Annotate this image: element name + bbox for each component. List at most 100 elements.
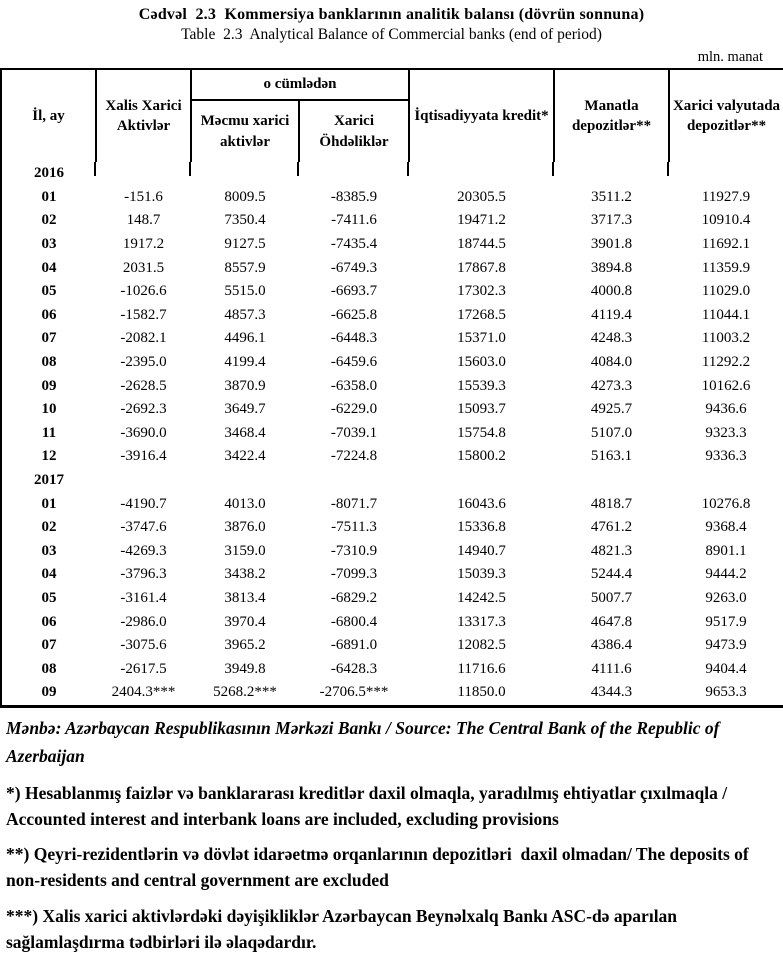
month-label: 06 (41, 613, 57, 630)
data-row: 12 -3916.4 3422.4 -7224.8 15800.2 5163.1 9336.… (1, 445, 783, 469)
value-cell: 17268.5 (457, 306, 506, 323)
value-cell: 16043.6 (457, 495, 506, 512)
value-cell: 20305.5 (457, 188, 506, 205)
month-label: 08 (41, 354, 57, 371)
value-cell (554, 469, 669, 493)
data-row: 01 -4190.7 4013.0 -8071.7 16043.6 4818.7 10276… (1, 492, 783, 516)
value-cell: 4199.4 (224, 354, 266, 371)
value-cell: 4248.3 (590, 330, 633, 347)
month-label: 08 (41, 660, 57, 677)
data-row: 06 -2986.0 3970.4 -6800.4 13317.3 4647.8 9517.… (1, 610, 783, 634)
value-cell: -2617.5 (120, 660, 167, 677)
month-label: 12 (41, 448, 57, 465)
value-cell: 5244.4 (590, 566, 633, 583)
value-cell: 9517.9 (705, 613, 747, 630)
year-row: 2016 (1, 162, 783, 186)
value-cell (299, 469, 409, 493)
value-cell: 1917.2 (122, 236, 165, 253)
month-label: 05 (41, 283, 57, 300)
value-cell (669, 162, 783, 186)
value-cell: 3876.0 (224, 519, 266, 536)
value-cell: 4818.7 (590, 495, 633, 512)
value-cell: 9336.3 (705, 448, 747, 465)
value-cell: 3649.7 (224, 401, 266, 418)
value-cell: 11292.2 (701, 354, 751, 371)
value-cell: -2692.3 (120, 401, 167, 418)
value-cell: 4000.8 (590, 283, 633, 300)
month-label: 07 (41, 330, 57, 347)
unit-label: mln. manat (697, 49, 763, 65)
value-cell: 19471.2 (457, 212, 506, 229)
value-cell: 9473.9 (705, 637, 747, 654)
value-cell: 12082.5 (457, 637, 506, 654)
col-group-including: o cümlədən (189, 69, 411, 101)
data-row: 05 -1026.6 5515.0 -6693.7 17302.3 4000.8 11029… (1, 280, 783, 304)
value-cell: 9436.6 (705, 401, 747, 418)
value-cell: -2628.5 (120, 377, 167, 394)
month-label: 02 (41, 212, 57, 229)
data-row: 09 2404.3*** 5268.2*** -2706.5*** 11850.0 434… (1, 681, 783, 706)
value-cell: 148.7 (126, 212, 161, 229)
value-cell: -6358.0 (330, 377, 378, 394)
value-cell: -8071.7 (330, 495, 378, 512)
data-row: 04 -3796.3 3438.2 -7099.3 15039.3 5244.4 9444.… (1, 563, 783, 587)
value-cell: 2031.5 (122, 259, 165, 276)
col-header-manat-deposits: Manatla depozitlər** (553, 69, 671, 162)
data-row: 06 -1582.7 4857.3 -6625.8 17268.5 4119.4 11044… (1, 304, 783, 328)
month-label: 06 (41, 306, 57, 323)
data-row: 04 2031.5 8557.9 -6749.3 17867.8 3894.8 11359.… (1, 256, 783, 280)
value-cell: 13317.3 (457, 613, 506, 630)
value-cell: 15800.2 (457, 448, 506, 465)
value-cell: 4119.4 (591, 306, 632, 323)
month-label: 10 (41, 401, 57, 418)
data-row: 09 -2628.5 3870.9 -6358.0 15539.3 4273.3 10162… (1, 374, 783, 398)
value-cell: 11850.0 (457, 684, 506, 701)
value-cell: 5007.7 (590, 589, 633, 606)
value-cell: 3717.3 (590, 212, 633, 229)
value-cell: -151.6 (124, 188, 163, 205)
value-cell: 9444.2 (705, 566, 747, 583)
value-cell: -6428.3 (330, 660, 378, 677)
value-cell (191, 162, 299, 186)
value-cell: 17302.3 (457, 283, 506, 300)
value-cell: 3511.2 (591, 188, 632, 205)
data-row: 07 -3075.6 3965.2 -6891.0 12082.5 4386.4 9473.… (1, 634, 783, 658)
month-label: 05 (41, 589, 57, 606)
value-cell: 8009.5 (224, 188, 266, 205)
value-cell: 17867.8 (457, 259, 506, 276)
footnote-2: **) Qeyri-rezidentlərin və dövlət idarəe… (6, 844, 754, 891)
value-cell: -6625.8 (330, 306, 378, 323)
footnotes-section: Mənbə: Azərbaycan Respublikasının Mərkəz… (0, 708, 783, 955)
value-cell: -3796.3 (120, 566, 167, 583)
value-cell: -8385.9 (330, 188, 378, 205)
col-header-credit-to-economy: İqtisadiyyata kredit* (408, 69, 556, 162)
data-row: 10 -2692.3 3649.7 -6229.0 15093.7 4925.7 9436.… (1, 398, 783, 422)
value-cell: 3970.4 (224, 613, 266, 630)
value-cell: -3747.6 (120, 519, 167, 536)
value-cell: 3422.4 (224, 448, 266, 465)
value-cell: -1026.6 (120, 283, 167, 300)
value-cell: 9653.3 (705, 684, 747, 701)
month-label: 01 (41, 495, 57, 512)
footnote-3: ***) Xalis xarici aktivlərdəki dəyişikli… (6, 905, 682, 952)
value-cell: -2082.1 (120, 330, 167, 347)
value-cell: 4647.8 (590, 613, 633, 630)
data-row: 01 -151.6 8009.5 -8385.9 20305.5 3511.2 11927.… (1, 186, 783, 210)
value-cell: 4496.1 (224, 330, 266, 347)
value-cell: 2404.3*** (111, 684, 176, 701)
value-cell (669, 469, 783, 493)
value-cell: -7511.3 (331, 519, 377, 536)
value-cell (554, 162, 670, 186)
value-cell: -7224.8 (330, 448, 378, 465)
value-cell: -7310.9 (330, 542, 378, 559)
value-cell (409, 162, 555, 186)
value-cell: 8901.1 (705, 542, 747, 559)
value-cell: 15603.0 (457, 354, 506, 371)
table-title-az: Cədvəl 2.3 Kommersiya banklarının analit… (138, 6, 645, 23)
value-cell: 4273.3 (590, 377, 633, 394)
value-cell: 9323.3 (705, 424, 747, 441)
value-cell: -6800.4 (330, 613, 378, 630)
value-cell: 4013.0 (224, 495, 266, 512)
value-cell: 15093.7 (457, 401, 506, 418)
value-cell: 8557.9 (224, 259, 266, 276)
